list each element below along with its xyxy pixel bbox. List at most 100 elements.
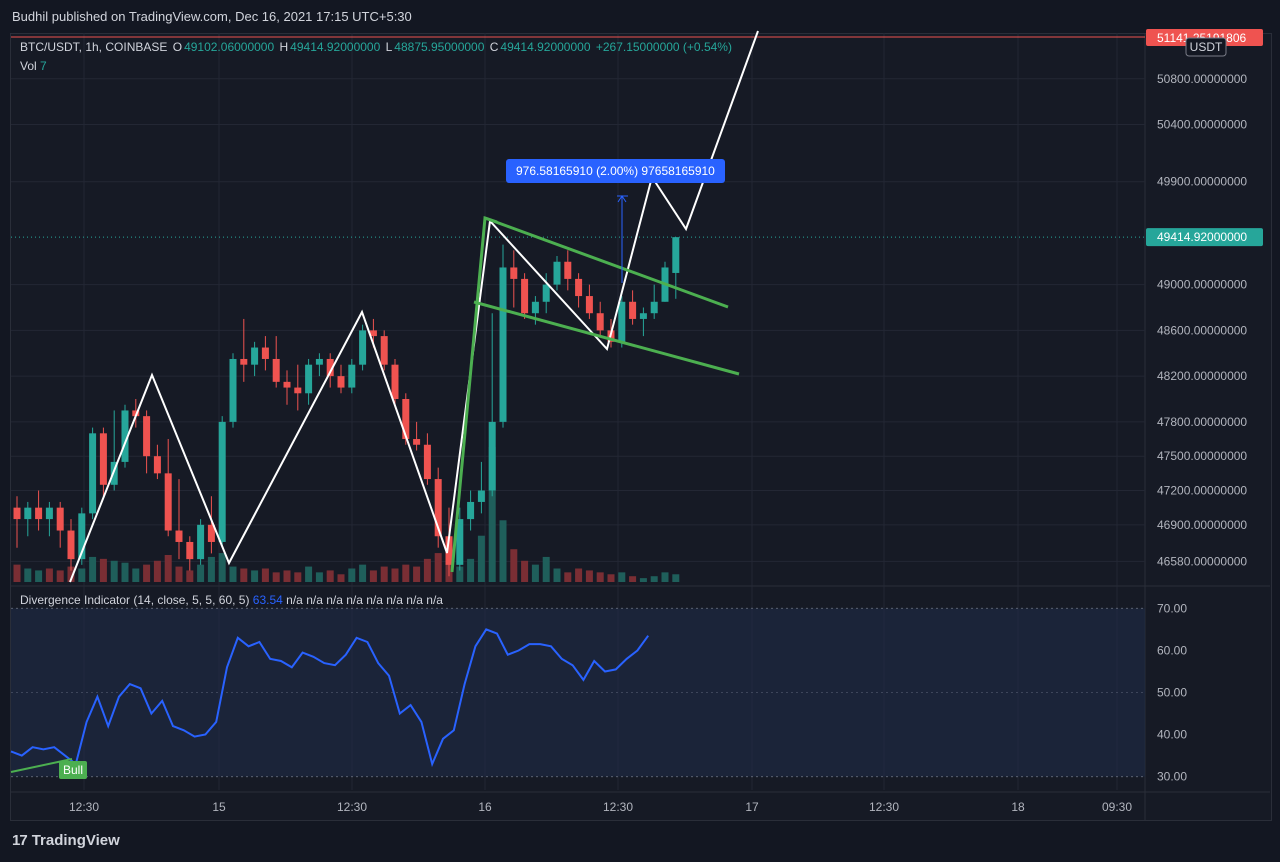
volume-bar <box>629 576 637 582</box>
candle-body <box>89 433 97 514</box>
candle-body <box>99 433 107 485</box>
high-label: H <box>279 40 289 54</box>
price-tick-label: 46900.00000000 <box>1157 518 1247 532</box>
volume-label[interactable]: Vol <box>20 59 37 73</box>
candle <box>89 427 97 520</box>
volume-bar <box>305 566 313 582</box>
candle <box>380 330 388 371</box>
symbol-label[interactable]: BTC/USDT, 1h, COINBASE <box>20 40 168 54</box>
candle-body <box>456 519 464 565</box>
tradingview-logo[interactable]: 17 TradingView <box>12 832 120 849</box>
candle-body <box>488 421 496 491</box>
candle-body <box>13 507 21 520</box>
candle <box>251 341 259 377</box>
candle-body <box>369 330 377 337</box>
volume-bar <box>467 558 475 582</box>
volume-bar <box>229 566 237 582</box>
volume-bar <box>672 574 680 582</box>
volume-bar <box>207 556 215 582</box>
candle-body <box>294 387 302 394</box>
volume-bar <box>45 568 53 582</box>
candle-body <box>650 301 658 314</box>
measure-label[interactable]: 976.58165910 (2.00%) 97658165910 <box>506 159 725 183</box>
candle-body <box>78 513 86 560</box>
candle-body <box>326 358 334 377</box>
volume-bar <box>661 572 669 582</box>
candle-body <box>175 530 183 542</box>
low-value: 48875.95000000 <box>394 40 485 54</box>
indicator-tick-label: 50.00 <box>1157 686 1187 700</box>
candle <box>564 250 572 291</box>
volume-bar <box>56 570 64 582</box>
candle-body <box>499 267 507 422</box>
candle <box>434 467 442 548</box>
indicator-tick-label: 60.00 <box>1157 643 1187 657</box>
candle <box>488 313 496 497</box>
candle-body <box>45 507 53 520</box>
open-label: O <box>172 40 183 54</box>
last-price-tag <box>1146 228 1263 247</box>
candle <box>218 416 226 548</box>
indicator-tick-label: 70.00 <box>1157 601 1187 615</box>
candle-body <box>153 456 161 474</box>
candle-body <box>315 358 323 365</box>
volume-bar <box>283 570 291 582</box>
volume-bar <box>67 566 75 582</box>
candle <box>207 496 215 554</box>
measure-arrow-head <box>617 195 627 203</box>
candle-body <box>251 347 259 365</box>
price-tick-label: 47800.00000000 <box>1157 415 1247 429</box>
price-tick-label: 49900.00000000 <box>1157 175 1247 189</box>
volume-bar <box>542 556 550 582</box>
candle-body <box>553 261 561 285</box>
volume-bar <box>585 570 593 582</box>
bull-label: Bull <box>63 763 83 777</box>
candle <box>153 444 161 480</box>
axes: 50800.00000000 50400.00000000 49900.000000… <box>69 29 1263 814</box>
candle <box>24 501 32 537</box>
drawings <box>69 30 759 583</box>
volume-bar <box>639 578 647 582</box>
price-legend: BTC/USDT, 1h, COINBASE O 49102.06000000 H… <box>20 40 734 54</box>
close-value: 49414.92000000 <box>500 40 591 54</box>
candle-body <box>596 313 604 331</box>
candle-body <box>434 479 442 537</box>
candle <box>553 256 561 291</box>
candle-body <box>413 439 421 445</box>
candle-body <box>348 364 356 388</box>
candle <box>294 364 302 411</box>
indicator-label[interactable]: Divergence Indicator (14, close, 5, 5, 6… <box>20 593 250 607</box>
indicator-na: n/a n/a n/a n/a n/a n/a n/a n/a <box>286 593 443 607</box>
tradingview-logo-icon: 17 <box>12 832 28 849</box>
volume-bar <box>24 568 32 582</box>
candle <box>359 324 367 371</box>
volume-bar <box>380 566 388 582</box>
volume-bar <box>294 572 302 582</box>
candle <box>348 358 356 394</box>
candle-body <box>477 490 485 502</box>
candle <box>261 336 269 371</box>
price-tick-label: 50400.00000000 <box>1157 118 1247 132</box>
volume-bar <box>261 568 269 582</box>
time-tick-label: 17 <box>745 800 759 814</box>
candle-body <box>272 358 280 382</box>
volume-bar <box>337 574 345 582</box>
candle <box>585 284 593 319</box>
volume-bar <box>650 576 658 582</box>
volume-bar <box>434 553 442 582</box>
candle-body <box>542 284 550 302</box>
price-tick-label: 48200.00000000 <box>1157 369 1247 383</box>
close-label: C <box>489 40 499 54</box>
candle-body <box>218 421 226 542</box>
candle <box>283 370 291 405</box>
volume-bar <box>272 572 280 582</box>
candle-body <box>672 237 680 273</box>
time-tick-label: 16 <box>478 800 492 814</box>
candle-body <box>531 301 539 314</box>
volume-bar <box>510 549 518 582</box>
candle-body <box>402 399 410 440</box>
volume-bar <box>251 570 259 582</box>
volume-bar <box>596 572 604 582</box>
candle <box>67 519 75 571</box>
